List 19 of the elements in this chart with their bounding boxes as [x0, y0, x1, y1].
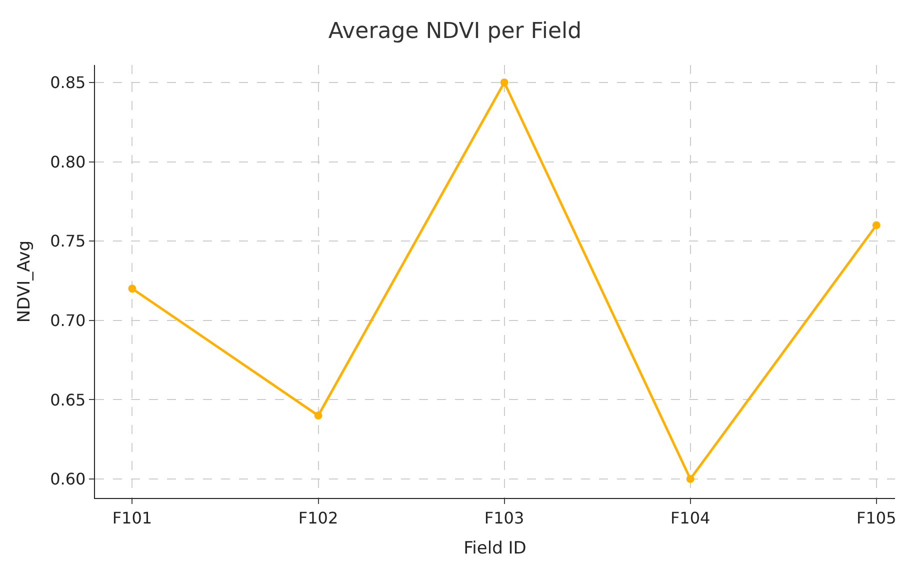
y-tick-label: 0.60 — [50, 470, 86, 489]
x-tick-label: F104 — [670, 508, 710, 528]
x-axis-title: Field ID — [464, 538, 526, 559]
y-tick-label: 0.65 — [50, 390, 86, 410]
y-tick-label: 0.70 — [50, 310, 86, 330]
point — [872, 221, 880, 230]
point — [128, 284, 136, 293]
chart-title: Average NDVI per Field — [328, 19, 582, 44]
x-tick-label: F102 — [298, 508, 338, 528]
point — [500, 78, 508, 86]
y-tick-label: 0.75 — [50, 232, 86, 251]
point — [686, 474, 694, 483]
y-tick-label: 0.85 — [50, 73, 86, 92]
y-axis-title: NDVI_Avg — [14, 240, 35, 323]
x-tick-label: F101 — [112, 508, 152, 528]
y-tick-label: 0.80 — [50, 152, 86, 172]
x-tick-label: F103 — [484, 508, 524, 528]
x-tick-label: F105 — [856, 508, 896, 528]
point — [314, 412, 322, 420]
